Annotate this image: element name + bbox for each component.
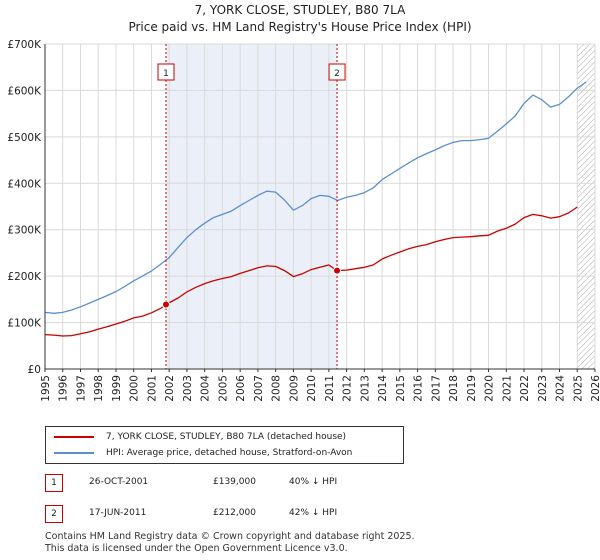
x-tick-label-1998: 1998 <box>93 375 105 402</box>
chart-title: 7, YORK CLOSE, STUDLEY, B80 7LA <box>194 3 406 17</box>
sale-hpi-diff-1: 40% ↓ HPI <box>289 477 338 487</box>
footer-copyright: Contains HM Land Registry data © Crown c… <box>45 531 415 542</box>
projection-hatch <box>577 44 595 369</box>
legend: 7, YORK CLOSE, STUDLEY, B80 7LA (detache… <box>45 426 404 464</box>
x-tick-label-2004: 2004 <box>200 375 212 402</box>
x-tick-label-2002: 2002 <box>164 375 176 402</box>
sale-point-1 <box>162 300 170 309</box>
sale-hpi-diff-2: 42% ↓ HPI <box>289 508 338 518</box>
x-tick-label-2001: 2001 <box>146 375 158 402</box>
y-tick-label-300000: £300K <box>7 225 42 237</box>
legend-label-hpi: HPI: Average price, detached house, Stra… <box>106 448 353 458</box>
x-tick-label-2011: 2011 <box>324 375 336 402</box>
property-price-line <box>44 206 578 337</box>
y-tick-label-700000: £700K <box>7 39 42 51</box>
sale-point-2 <box>333 266 342 275</box>
sale-label-1: 1 <box>163 69 169 79</box>
x-tick-label-2018: 2018 <box>448 375 460 402</box>
y-tick-label-400000: £400K <box>7 178 42 190</box>
x-tick-label-2009: 2009 <box>288 375 300 402</box>
chart-subtitle: Price paid vs. HM Land Registry's House … <box>128 20 472 34</box>
x-tick-label-2016: 2016 <box>413 375 425 402</box>
x-tick-label-2008: 2008 <box>271 375 283 402</box>
x-tick-label-2012: 2012 <box>342 375 354 402</box>
y-tick-label-600000: £600K <box>7 85 42 97</box>
x-tick-label-2025: 2025 <box>572 375 584 402</box>
price-chart: 1 2 £0 £100K £200K £300K £400K £500K £600K £700K… <box>7 39 600 402</box>
y-tick-label-0: £0 <box>28 364 41 376</box>
x-tick-label-2006: 2006 <box>235 375 247 402</box>
legend-item-hpi: HPI: Average price, detached house, Stra… <box>54 445 352 461</box>
x-tick-label-2023: 2023 <box>537 375 549 402</box>
x-tick-label-2022: 2022 <box>519 375 531 402</box>
x-tick-label-1996: 1996 <box>58 375 70 402</box>
legend-label-property: 7, YORK CLOSE, STUDLEY, B80 7LA (detache… <box>106 432 347 442</box>
sale-marker-1: 1 <box>45 474 63 492</box>
sale-period-shading <box>166 44 338 369</box>
x-tick-label-2015: 2015 <box>395 375 407 402</box>
x-tick-label-2003: 2003 <box>182 375 194 402</box>
sale-label-box-2 <box>328 63 346 81</box>
sale-label-box-1 <box>157 63 175 81</box>
x-tick-label-1997: 1997 <box>75 375 87 402</box>
hpi-line <box>44 81 587 314</box>
sale-price-2: £212,000 <box>213 508 256 518</box>
x-tick-label-2019: 2019 <box>466 375 478 402</box>
sale-marker-2: 2 <box>45 505 63 523</box>
footer-licence: This data is licensed under the Open Gov… <box>45 543 348 554</box>
legend-item-property: 7, YORK CLOSE, STUDLEY, B80 7LA (detache… <box>54 429 346 445</box>
x-tick-label-2005: 2005 <box>217 375 229 402</box>
x-tick-label-1995: 1995 <box>40 375 52 402</box>
sale-date-1: 26-OCT-2001 <box>89 477 149 487</box>
x-tick-label-2013: 2013 <box>359 375 371 402</box>
x-tick-label-2026: 2026 <box>590 375 600 402</box>
sale-row-1: 1 26-OCT-2001 £139,000 40% ↓ HPI <box>45 474 445 492</box>
y-tick-label-500000: £500K <box>7 132 42 144</box>
x-tick-label-2021: 2021 <box>501 375 513 402</box>
x-tick-label-2017: 2017 <box>430 375 442 402</box>
x-tick-label-2020: 2020 <box>484 375 496 402</box>
sale-price-1: £139,000 <box>213 477 256 487</box>
sale-row-2: 2 17-JUN-2011 £212,000 42% ↓ HPI <box>45 505 445 523</box>
x-tick-label-2007: 2007 <box>253 375 265 402</box>
legend-swatch-property <box>54 436 94 438</box>
x-tick-label-1999: 1999 <box>111 375 123 402</box>
x-tick-label-2014: 2014 <box>377 375 389 402</box>
y-tick-label-200000: £200K <box>7 271 42 283</box>
x-tick-label-2000: 2000 <box>129 375 141 402</box>
sale-label-2: 2 <box>334 69 340 79</box>
legend-swatch-hpi <box>54 452 94 454</box>
x-tick-label-2010: 2010 <box>306 375 318 402</box>
x-tick-label-2024: 2024 <box>555 375 567 402</box>
sale-date-2: 17-JUN-2011 <box>89 508 147 518</box>
y-tick-label-100000: £100K <box>7 318 42 330</box>
